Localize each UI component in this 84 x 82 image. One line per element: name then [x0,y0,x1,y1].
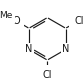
Text: Cl: Cl [43,70,52,80]
Text: Cl: Cl [74,16,84,26]
Text: N: N [62,44,69,54]
Text: Me: Me [0,11,13,20]
Text: O: O [12,16,20,26]
Text: N: N [25,44,33,54]
